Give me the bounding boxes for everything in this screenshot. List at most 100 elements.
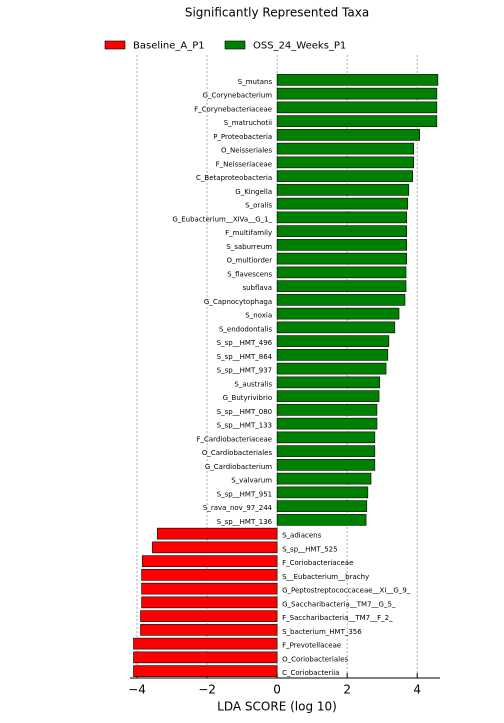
chart-title: Significantly Represented Taxa bbox=[185, 6, 369, 20]
category-label: F_Saccharibacteria__TM7__F_2_ bbox=[282, 614, 393, 622]
bar bbox=[276, 349, 389, 361]
category-label: S_sp__HMT_496 bbox=[217, 339, 273, 347]
category-label: G_Capnocytophaga bbox=[204, 298, 272, 306]
bar bbox=[276, 459, 376, 471]
category-label: S_endodontalis bbox=[219, 325, 272, 333]
category-label: S__Eubacterium__brachy bbox=[282, 573, 369, 581]
bar bbox=[276, 362, 387, 375]
bar bbox=[141, 555, 278, 567]
legend-swatch bbox=[104, 40, 126, 50]
bar bbox=[276, 74, 439, 86]
bar bbox=[276, 417, 378, 430]
category-label: C_Betaproteobacteria bbox=[196, 174, 272, 182]
category-label: O_Neisseriales bbox=[221, 147, 272, 155]
bar bbox=[276, 225, 408, 237]
bar bbox=[140, 610, 278, 622]
category-label: S_sp__HMT_133 bbox=[217, 422, 272, 430]
category-label: S_rava_nov_97_244 bbox=[203, 504, 273, 512]
bar bbox=[276, 500, 368, 512]
bar bbox=[276, 431, 376, 444]
bar bbox=[276, 239, 408, 251]
bar bbox=[276, 280, 407, 292]
bar bbox=[276, 445, 376, 457]
category-label: F_Prevotellaceae bbox=[282, 642, 341, 650]
bar bbox=[276, 184, 410, 196]
x-tick-label: 2 bbox=[343, 683, 351, 697]
bar bbox=[140, 624, 278, 636]
category-label: S_adiacens bbox=[282, 532, 322, 540]
category-label: C_Coriobacteriia bbox=[282, 669, 339, 677]
category-label: S_bacterium_HMT_356 bbox=[282, 628, 362, 636]
bar bbox=[276, 129, 420, 141]
bar bbox=[141, 596, 278, 609]
bar bbox=[133, 651, 278, 664]
category-label: G_Cardiobacterium bbox=[205, 463, 272, 471]
x-tick-label: 4 bbox=[413, 683, 421, 697]
category-label: S_sp__HMT_864 bbox=[217, 353, 273, 361]
category-label: S_saburreum bbox=[226, 243, 272, 251]
x-tick-label: −4 bbox=[128, 683, 146, 697]
bar bbox=[141, 569, 278, 581]
bar bbox=[276, 404, 378, 416]
bar bbox=[276, 115, 438, 127]
bar bbox=[276, 486, 369, 499]
category-label: S_matruchotii bbox=[224, 119, 272, 127]
x-tick-label: 0 bbox=[273, 683, 281, 697]
category-label: G_Peptostreptococcaceae__XI__G_9_ bbox=[282, 587, 411, 595]
bar bbox=[276, 252, 408, 265]
legend-swatch bbox=[224, 40, 246, 50]
category-label: S_sp__HMT_080 bbox=[217, 408, 272, 416]
category-label: G_Kingella bbox=[235, 188, 272, 196]
bar bbox=[276, 156, 415, 169]
bar bbox=[276, 266, 407, 279]
category-label: F_Neisseriaceae bbox=[216, 160, 272, 168]
bar bbox=[157, 527, 278, 540]
category-label: P_Proteobacteria bbox=[213, 133, 272, 141]
x-tick-label: −2 bbox=[198, 683, 216, 697]
bar bbox=[276, 87, 438, 100]
category-label: O_Cardiobacteriales bbox=[202, 449, 273, 457]
bar bbox=[133, 637, 278, 650]
bar bbox=[276, 376, 381, 389]
bar bbox=[276, 472, 372, 485]
category-label: S_sp__HMT_525 bbox=[282, 545, 337, 553]
bar bbox=[133, 665, 278, 677]
category-label: subflava bbox=[242, 284, 272, 292]
bar bbox=[276, 142, 415, 155]
bar bbox=[276, 307, 400, 320]
bar bbox=[141, 582, 278, 595]
category-label: F_Coriobacteriaceae bbox=[282, 559, 353, 567]
legend-label: Baseline_A_P1 bbox=[133, 41, 205, 52]
bar bbox=[276, 211, 408, 224]
category-label: S_noxia bbox=[245, 312, 272, 320]
bar bbox=[276, 170, 413, 182]
category-label: S_sp__HMT_951 bbox=[217, 490, 272, 498]
category-label: S_oralis bbox=[245, 202, 272, 210]
category-label: O_Coriobacteriales bbox=[282, 655, 348, 663]
category-label: F_multifamily bbox=[225, 229, 272, 237]
bar bbox=[276, 101, 438, 114]
category-label: G_Butyrivibrio bbox=[223, 394, 273, 402]
bar bbox=[276, 390, 380, 402]
bar bbox=[276, 294, 406, 306]
category-label: S_mutans bbox=[238, 78, 273, 86]
bar bbox=[152, 541, 278, 554]
category-label: S_sp__HMT_937 bbox=[217, 367, 272, 375]
category-label: S_valvarum bbox=[231, 477, 272, 485]
category-label: G_Saccharibacteria__TM7__G_5_ bbox=[282, 600, 396, 608]
category-label: S_flavescens bbox=[227, 270, 272, 278]
category-label: O_multiorder bbox=[227, 257, 273, 265]
bar bbox=[276, 321, 396, 334]
bar bbox=[276, 335, 390, 347]
bar bbox=[276, 514, 367, 526]
category-label: S_sp__HMT_136 bbox=[217, 518, 273, 526]
category-label: G_Eubacterium__XIVa__G_1_ bbox=[172, 215, 272, 223]
category-label: F_Corynebacteriaceae bbox=[194, 105, 272, 113]
legend-label: OSS_24_Weeks_P1 bbox=[253, 41, 346, 52]
category-label: F_Cardiobacteriaceae bbox=[196, 435, 272, 443]
category-label: G_Corynebacterium bbox=[203, 92, 273, 100]
bar bbox=[276, 197, 409, 210]
x-axis-label: LDA SCORE (log 10) bbox=[217, 700, 337, 714]
category-label: S_australis bbox=[234, 380, 272, 388]
